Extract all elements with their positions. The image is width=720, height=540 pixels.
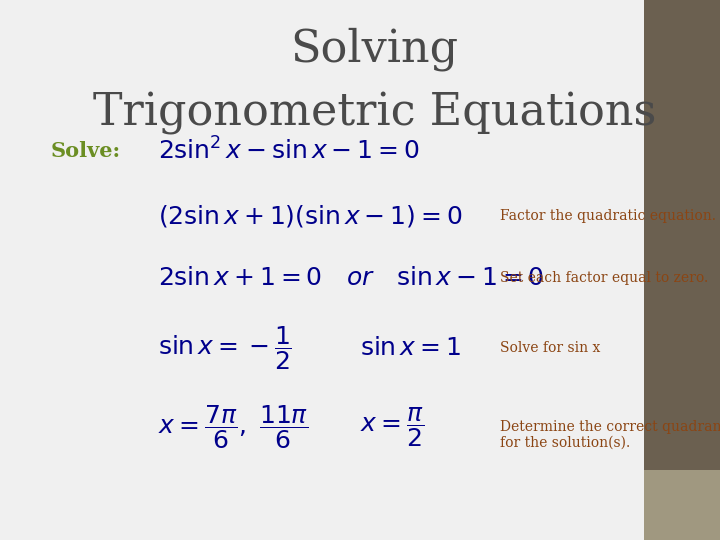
Text: Solving: Solving [290,27,459,71]
Text: $\sin x = -\dfrac{1}{2}$: $\sin x = -\dfrac{1}{2}$ [158,325,292,372]
Text: $x = \dfrac{7\pi}{6},\ \dfrac{11\pi}{6}$: $x = \dfrac{7\pi}{6},\ \dfrac{11\pi}{6}$ [158,403,309,450]
Text: Factor the quadratic equation.: Factor the quadratic equation. [500,209,716,223]
Text: $x = \dfrac{\pi}{2}$: $x = \dfrac{\pi}{2}$ [360,404,424,449]
Bar [644,470,720,540]
Text: $(2\sin x + 1)(\sin x - 1) = 0$: $(2\sin x + 1)(\sin x - 1) = 0$ [158,203,463,229]
Text: Trigonometric Equations: Trigonometric Equations [93,92,656,135]
Text: Solve:: Solve: [50,141,120,161]
Bar [644,0,720,540]
Text: Solve for sin x: Solve for sin x [500,341,600,355]
Text: $2\sin x + 1 = 0 \quad or \quad \sin x - 1 = 0$: $2\sin x + 1 = 0 \quad or \quad \sin x -… [158,267,544,289]
Text: Determine the correct quadrants
for the solution(s).: Determine the correct quadrants for the … [500,420,720,450]
Text: $\sin x = 1$: $\sin x = 1$ [360,337,461,360]
Text: Set each factor equal to zero.: Set each factor equal to zero. [500,271,708,285]
Text: $2\sin^2 x - \sin x - 1 = 0$: $2\sin^2 x - \sin x - 1 = 0$ [158,138,420,165]
